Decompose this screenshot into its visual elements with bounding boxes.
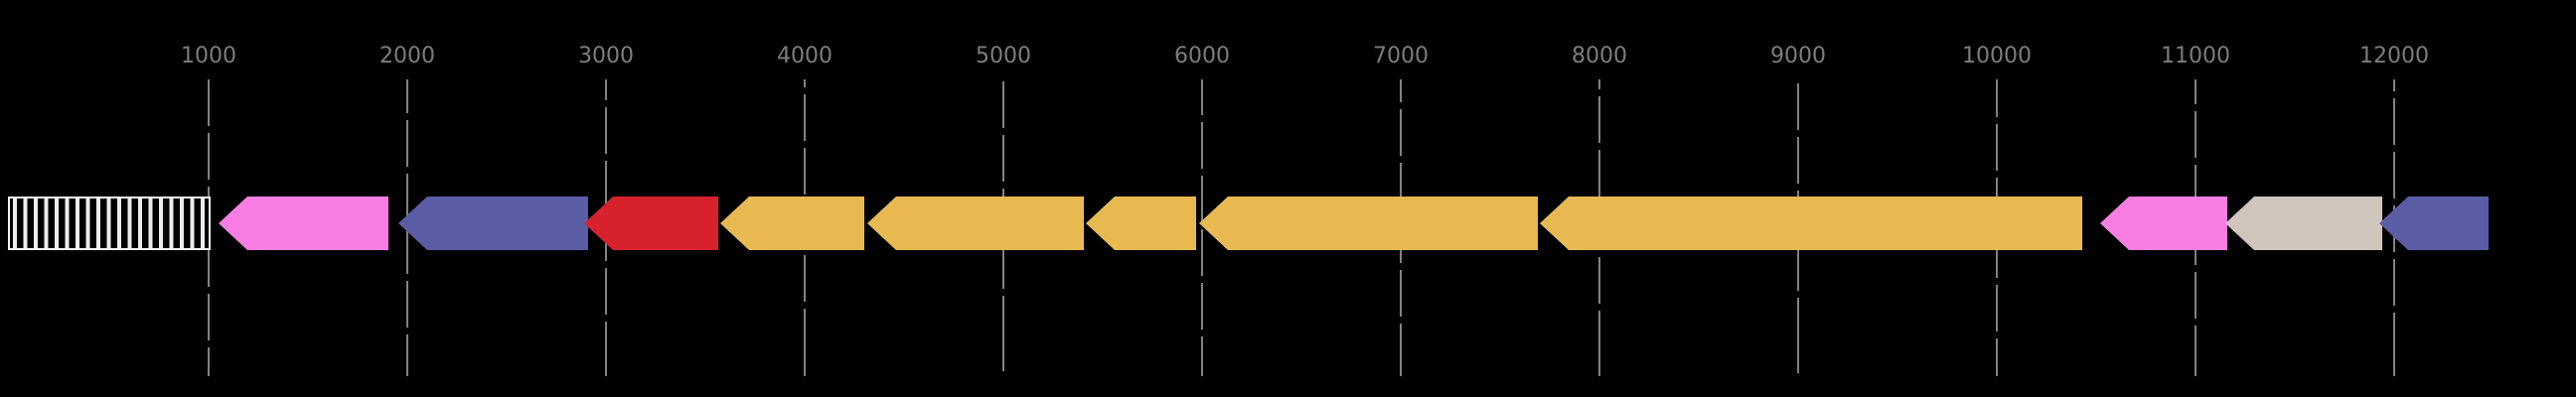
gene-arrow-gene-gold-4 <box>1199 197 1538 250</box>
gene-arrow-gene-pink-2 <box>2100 197 2227 250</box>
ruler-grid-line <box>1201 79 1203 376</box>
gene-arrow-gene-gold-5 <box>1540 197 2082 250</box>
gene-arrow-gene-slate-1 <box>398 197 588 250</box>
ruler-tick-label: 9000 <box>1770 44 1826 68</box>
gene-arrow-gene-pink-1 <box>219 197 388 250</box>
gene-arrow-gene-slate-2 <box>2379 197 2489 250</box>
ruler-tick-label: 11000 <box>2161 44 2230 68</box>
gene-arrow-gene-red <box>584 197 718 250</box>
hatched-region <box>8 197 211 250</box>
gene-arrow-gene-gold-2 <box>867 197 1084 250</box>
gene-arrow-gene-gold-3 <box>1086 197 1196 250</box>
ruler-tick-label: 3000 <box>578 44 634 68</box>
gene-arrow-gene-taupe <box>2225 197 2382 250</box>
ruler-tick-label: 8000 <box>1572 44 1627 68</box>
gene-arrow-gene-gold-1 <box>720 197 864 250</box>
ruler-tick-label: 7000 <box>1373 44 1429 68</box>
ruler-tick-label: 2000 <box>379 44 435 68</box>
ruler-tick-label: 6000 <box>1174 44 1230 68</box>
ruler-tick-label: 5000 <box>976 44 1031 68</box>
ruler-tick-label: 1000 <box>181 44 236 68</box>
ruler-tick-label: 4000 <box>777 44 833 68</box>
ruler-tick-label: 10000 <box>1962 44 2032 68</box>
ruler-tick-label: 12000 <box>2359 44 2429 68</box>
